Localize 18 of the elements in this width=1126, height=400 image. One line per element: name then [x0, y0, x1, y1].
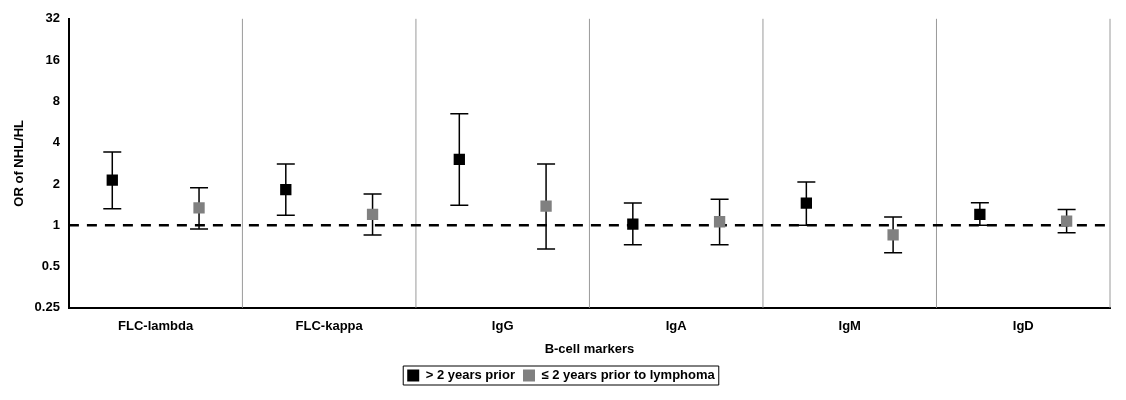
y-tick-label: 4 [52, 134, 61, 150]
y-tick-label: 2 [52, 175, 60, 191]
y-tick-label: 1 [52, 216, 60, 232]
y-tick-label: 0.5 [41, 258, 60, 274]
x-tick-label: IgD [1012, 318, 1034, 334]
y-tick-label: 32 [45, 10, 60, 26]
x-tick-label: IgG [491, 318, 514, 334]
x-tick-label: FLC-lambda [118, 318, 194, 334]
x-tick-label: IgA [665, 318, 688, 334]
x-tick-label: FLC-kappa [295, 318, 364, 334]
legend-label: > 2 years prior [425, 367, 515, 383]
x-axis-title: B-cell markers [544, 340, 635, 356]
y-tick-label: 0.25 [34, 299, 60, 315]
legend-label: ≤ 2 years prior to lymphoma [541, 367, 716, 383]
x-tick-label: IgM [838, 318, 861, 334]
y-tick-label: 16 [45, 51, 60, 67]
y-tick-label: 8 [52, 92, 60, 108]
y-axis-title: OR of NHL/HL [11, 119, 27, 207]
